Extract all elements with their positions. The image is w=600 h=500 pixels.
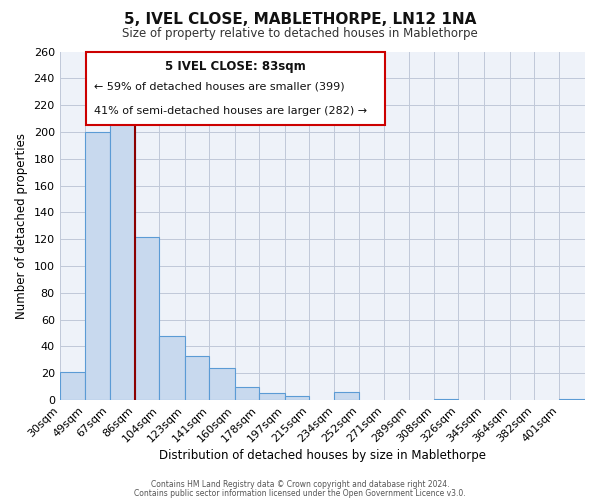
Bar	[110, 114, 135, 400]
Bar	[434, 399, 458, 400]
Text: Contains public sector information licensed under the Open Government Licence v3: Contains public sector information licen…	[134, 489, 466, 498]
Text: 5 IVEL CLOSE: 83sqm: 5 IVEL CLOSE: 83sqm	[165, 60, 306, 73]
Bar	[559, 399, 585, 400]
Bar	[160, 336, 185, 400]
Bar	[284, 396, 309, 400]
Bar	[259, 394, 284, 400]
Text: Contains HM Land Registry data © Crown copyright and database right 2024.: Contains HM Land Registry data © Crown c…	[151, 480, 449, 489]
X-axis label: Distribution of detached houses by size in Mablethorpe: Distribution of detached houses by size …	[159, 450, 486, 462]
FancyBboxPatch shape	[86, 52, 385, 125]
Bar	[59, 372, 85, 400]
Y-axis label: Number of detached properties: Number of detached properties	[15, 133, 28, 319]
Bar	[334, 392, 359, 400]
Bar	[85, 132, 110, 400]
Bar	[185, 356, 209, 400]
Text: 41% of semi-detached houses are larger (282) →: 41% of semi-detached houses are larger (…	[94, 106, 367, 116]
Text: Size of property relative to detached houses in Mablethorpe: Size of property relative to detached ho…	[122, 28, 478, 40]
Bar	[135, 236, 160, 400]
Text: ← 59% of detached houses are smaller (399): ← 59% of detached houses are smaller (39…	[94, 81, 344, 91]
Bar	[235, 386, 259, 400]
Bar	[209, 368, 235, 400]
Text: 5, IVEL CLOSE, MABLETHORPE, LN12 1NA: 5, IVEL CLOSE, MABLETHORPE, LN12 1NA	[124, 12, 476, 28]
